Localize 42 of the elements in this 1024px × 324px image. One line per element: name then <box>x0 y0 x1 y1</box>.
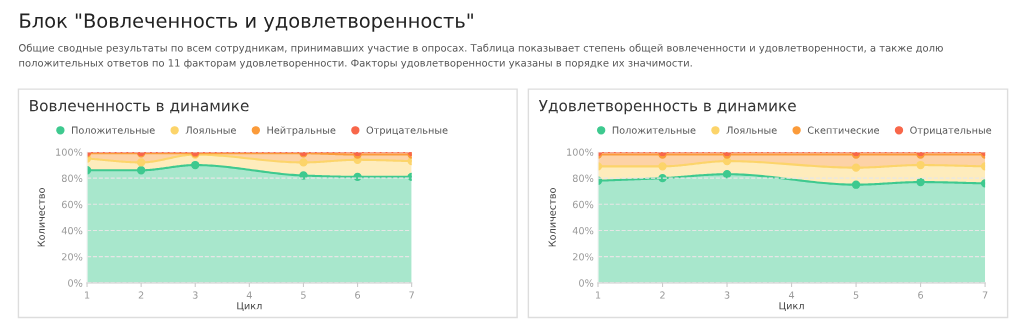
text: Блок "Вовлеченность и удовлетворенность" <box>20 13 473 32</box>
x-tick-label: 4 <box>788 291 795 299</box>
legend-label: Положительные <box>612 126 696 134</box>
x-tick-label: 1 <box>595 291 601 299</box>
x-tick-label: 2 <box>660 291 665 299</box>
x-tick-label: 3 <box>192 291 198 299</box>
legend-label: Лояльные <box>726 126 777 134</box>
y-tick-label: 60% <box>572 200 594 209</box>
x-tick-label: 2 <box>138 291 144 299</box>
y-tick-label: 20% <box>572 253 594 261</box>
legend-label: Скептические <box>807 126 880 134</box>
y-tick-label: 0% <box>579 279 594 287</box>
y-tick-label: 40% <box>61 226 83 235</box>
y-tick-label: 100% <box>56 148 83 156</box>
x-axis-title: Цикл <box>237 302 262 311</box>
legend-label: Положительные <box>72 126 155 134</box>
y-tick-label: 40% <box>572 226 594 235</box>
x-tick-label: 7 <box>409 291 414 299</box>
text: Общие сводные результаты по всем сотрудникам, принимавших участие в опросах. Таблица показывает степень общей вовлеченности и удовлетворенности, а также долю положительных ответов по 11 факторам удовлетворенности. Факторы удовлетворенности указаны в порядке их значимости. <box>18 43 943 69</box>
y-tick-label: 60% <box>61 200 83 209</box>
legend-label: Отрицательные <box>910 126 992 136</box>
x-tick-label: 6 <box>918 291 924 299</box>
y-tick-label: 80% <box>572 174 594 182</box>
y-axis-title: Количество <box>37 188 45 247</box>
y-tick-label: 100% <box>567 148 594 156</box>
legend-label: Отрицательные <box>366 126 448 136</box>
x-tick-label: 6 <box>355 291 361 299</box>
y-axis-title: Количество <box>548 188 556 247</box>
chart-title: Вовлеченность в динамике <box>30 100 249 114</box>
legend-label: Нейтральные <box>267 126 336 136</box>
x-tick-label: 1 <box>85 291 90 299</box>
x-tick-label: 3 <box>724 291 730 299</box>
chart-title: Удовлетворенность в динамике <box>538 100 796 115</box>
y-tick-label: 80% <box>61 174 83 182</box>
y-tick-label: 20% <box>61 253 83 261</box>
x-axis-title: Цикл <box>779 302 804 311</box>
x-tick-label: 4 <box>246 291 252 299</box>
x-tick-label: 5 <box>301 291 306 299</box>
legend-label: Лояльные <box>185 126 236 134</box>
x-tick-label: 5 <box>853 291 859 299</box>
y-tick-label: 0% <box>68 279 83 287</box>
x-tick-label: 7 <box>982 291 988 299</box>
